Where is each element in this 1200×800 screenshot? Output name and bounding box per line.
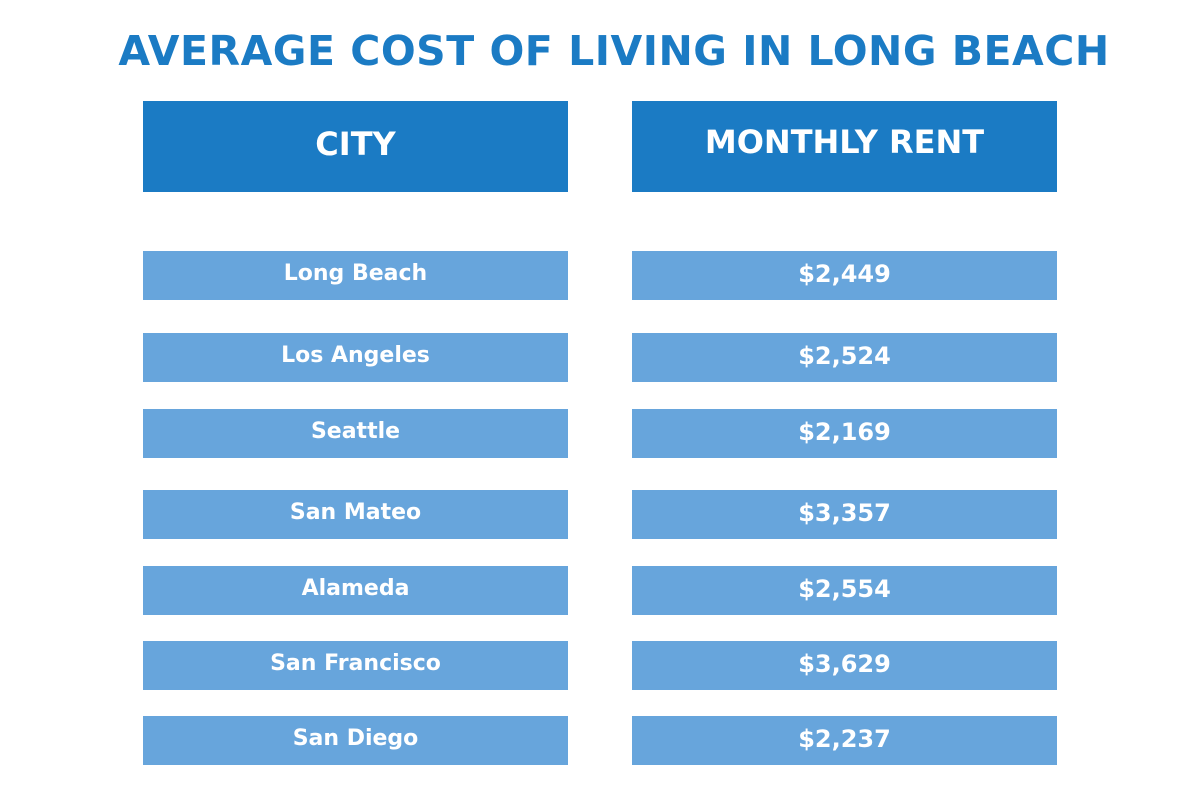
table-cell-rent: $2,449	[632, 251, 1057, 300]
chart-title: AVERAGE COST OF LIVING IN LONG BEACH	[118, 27, 1110, 75]
column-header-monthly-rent: MONTHLY RENT	[632, 101, 1057, 192]
table-cell-rent: $2,237	[632, 716, 1057, 765]
table-cell-city: San Diego	[143, 716, 568, 765]
table-cell-city: San Francisco	[143, 641, 568, 690]
table-cell-rent: $3,629	[632, 641, 1057, 690]
table-cell-rent: $3,357	[632, 490, 1057, 539]
table-cell-rent: $2,554	[632, 566, 1057, 615]
table-cell-city: Alameda	[143, 566, 568, 615]
table-cell-city: Seattle	[143, 409, 568, 458]
table-cell-rent: $2,169	[632, 409, 1057, 458]
table-cell-city: Los Angeles	[143, 333, 568, 382]
table-cell-rent: $2,524	[632, 333, 1057, 382]
column-header-city: CITY	[143, 101, 568, 192]
table-cell-city: San Mateo	[143, 490, 568, 539]
table-cell-city: Long Beach	[143, 251, 568, 300]
